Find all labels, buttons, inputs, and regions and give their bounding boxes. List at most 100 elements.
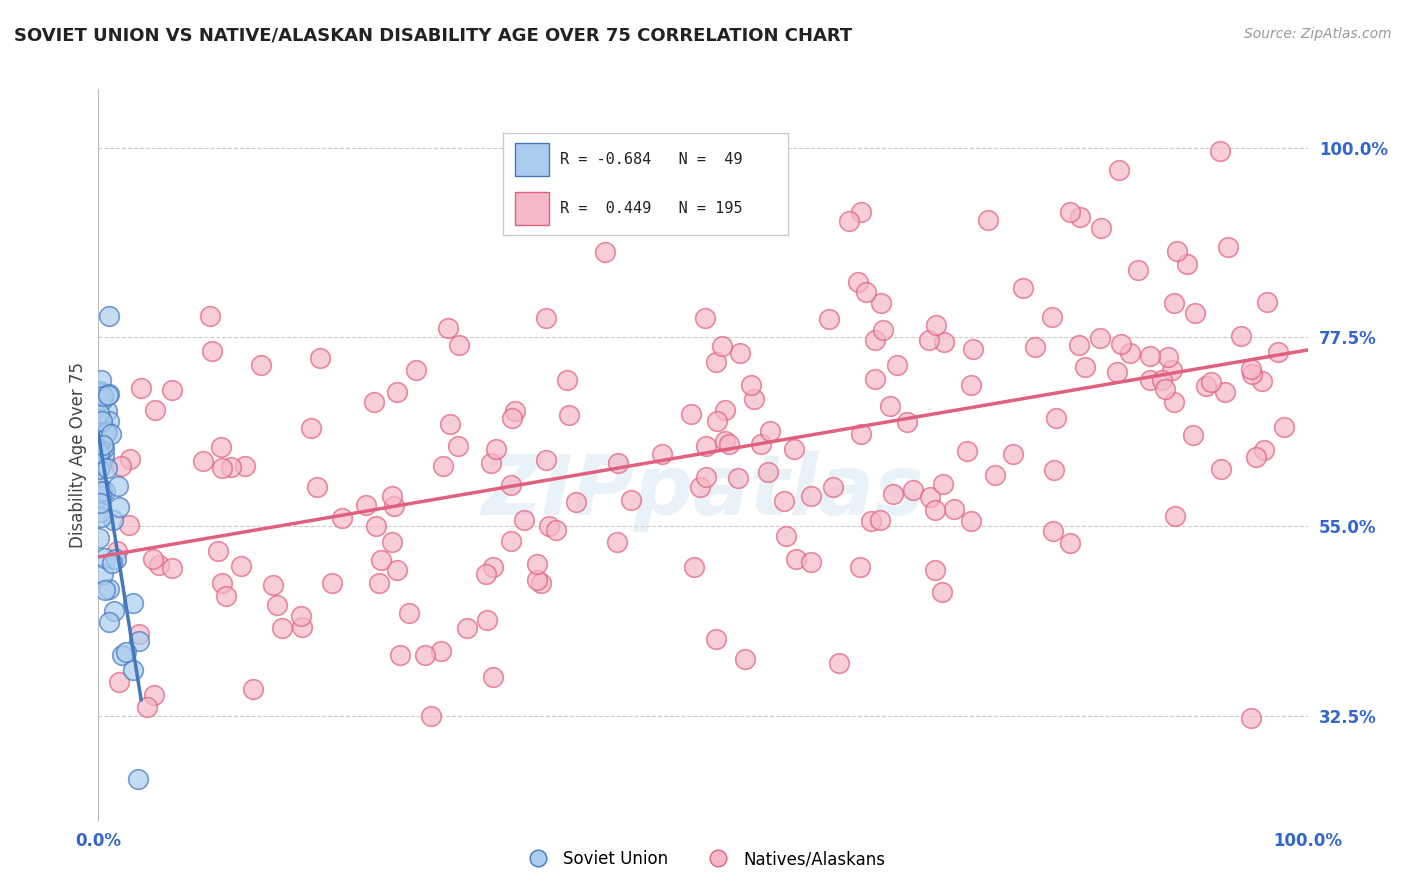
Point [105,544,128,558]
Point [115,645,138,659]
Point [536,453,558,467]
Point [727,471,749,485]
Point [872,323,894,337]
Text: Source: ZipAtlas.com: Source: ZipAtlas.com [1244,27,1392,41]
Point [193,454,215,468]
Point [1240,711,1263,725]
Point [207,543,229,558]
Point [526,574,548,588]
Point [1181,428,1204,442]
Point [1166,244,1188,258]
Point [711,339,734,353]
Point [683,560,706,574]
Point [1042,524,1064,539]
Point [143,402,166,417]
Point [447,439,470,453]
Point [98,414,121,428]
Point [1126,263,1149,277]
Point [1067,338,1090,352]
Point [879,399,901,413]
Point [695,439,717,453]
Point [384,500,406,514]
Point [1175,257,1198,271]
Point [128,626,150,640]
Point [485,442,508,456]
Point [96,461,118,475]
Point [89,434,111,448]
Point [800,489,823,503]
Point [87,406,110,420]
Point [118,517,141,532]
Point [1059,536,1081,550]
Point [1240,362,1263,376]
Point [695,469,717,483]
Point [1074,360,1097,375]
Point [706,632,728,646]
Point [1024,340,1046,354]
Point [706,414,728,428]
Point [1045,411,1067,425]
Point [1012,280,1035,294]
Point [160,383,183,397]
Point [1069,211,1091,225]
Point [290,609,312,624]
Point [828,656,851,670]
Point [98,615,121,629]
Point [499,478,522,492]
Point [321,575,343,590]
Point [291,620,314,634]
Point [129,381,152,395]
Point [544,523,567,537]
Point [728,345,751,359]
Point [143,688,166,702]
Point [91,437,114,451]
Point [740,378,762,392]
Point [201,343,224,358]
Point [849,559,872,574]
Point [785,551,807,566]
Point [135,699,157,714]
Point [960,514,983,528]
Point [818,312,841,326]
Point [107,675,129,690]
Point [101,556,124,570]
Point [1139,373,1161,387]
Point [94,582,117,597]
Point [1161,363,1184,377]
Point [370,552,392,566]
Point [420,709,443,723]
Point [1253,443,1275,458]
Point [381,534,404,549]
Point [89,505,111,519]
Point [932,335,955,350]
Point [299,421,322,435]
Point [482,559,505,574]
Point [530,575,553,590]
Point [398,606,420,620]
Point [1105,365,1128,379]
Point [90,509,112,524]
Point [128,634,150,648]
Point [307,480,329,494]
Point [501,410,523,425]
Point [87,531,110,545]
Point [1209,461,1232,475]
Point [429,644,451,658]
Point [679,407,702,421]
Point [863,333,886,347]
Point [89,496,111,510]
Point [101,513,124,527]
Point [848,275,870,289]
Point [1241,367,1264,381]
Point [1230,329,1253,343]
Point [1272,420,1295,434]
Point [882,486,904,500]
Point [263,578,285,592]
Point [103,604,125,618]
Point [482,670,505,684]
Point [87,446,110,460]
Point [271,621,294,635]
Point [1256,295,1278,310]
Point [91,392,114,407]
Y-axis label: Disability Age Over 75: Disability Age Over 75 [69,362,87,548]
